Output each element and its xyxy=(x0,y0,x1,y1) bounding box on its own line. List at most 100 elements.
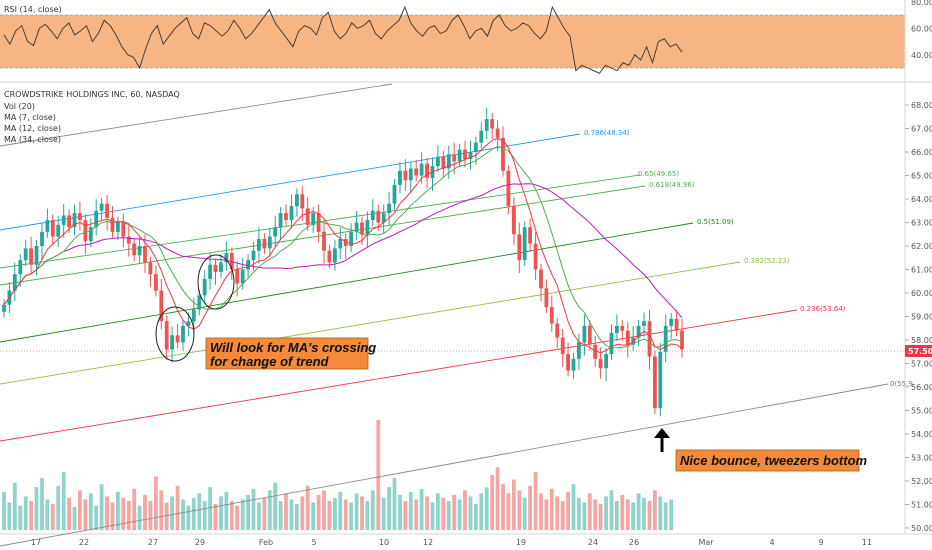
candle-body xyxy=(457,149,462,162)
volume-bar xyxy=(658,496,663,530)
candle-body xyxy=(208,264,212,279)
bounce-arrow xyxy=(654,428,670,452)
volume-bar xyxy=(273,482,278,530)
candle-body xyxy=(18,260,23,275)
volume-bar xyxy=(577,497,581,530)
fib-line-0382 xyxy=(0,261,741,385)
candle-body xyxy=(12,274,17,291)
volume-bar xyxy=(262,497,267,530)
candle-body xyxy=(620,325,625,331)
candle-body xyxy=(83,220,88,242)
volume-bar xyxy=(121,497,126,530)
price-tick-label: 51.00 xyxy=(911,501,932,510)
volume-bar xyxy=(669,499,674,530)
volume-bar xyxy=(208,487,212,530)
volume-bar xyxy=(419,488,424,531)
circle-1 xyxy=(155,306,195,362)
volume-bar xyxy=(436,493,440,530)
price-tick-label: 66.00 xyxy=(911,148,932,157)
volume-bar xyxy=(506,493,511,530)
volume-bar xyxy=(392,478,397,530)
note-ma-crossing-bg xyxy=(205,337,369,370)
candle-body xyxy=(257,239,261,251)
volume-bar xyxy=(45,499,50,530)
volume-bar xyxy=(56,485,61,530)
volume-bar xyxy=(528,485,532,530)
candle-body xyxy=(636,325,641,338)
candle-body xyxy=(175,335,180,343)
volume-bar xyxy=(181,499,185,530)
candle-body xyxy=(159,290,164,322)
candle-body xyxy=(441,156,446,169)
volume-bar xyxy=(544,499,549,530)
candle-body xyxy=(327,250,332,263)
volume-bar xyxy=(571,484,576,530)
volume-bar xyxy=(360,496,364,530)
volume-bar xyxy=(2,491,6,530)
volume-bar xyxy=(29,501,33,530)
candle-body xyxy=(305,208,310,225)
volume-bar xyxy=(12,482,17,530)
volume-bar xyxy=(598,504,603,530)
fib-label-0: 0(55.9 xyxy=(890,380,913,388)
note-ma-crossing-text: Will look for MA's crossing for change of… xyxy=(210,340,376,369)
fib-line-05 xyxy=(0,222,694,343)
volume-bar xyxy=(593,499,598,530)
volume-bar xyxy=(582,502,587,530)
volume-bar xyxy=(512,479,516,530)
candle-body xyxy=(593,344,598,359)
circle-2 xyxy=(197,254,235,310)
volume-bar xyxy=(224,491,229,530)
candle-body xyxy=(436,156,440,167)
volume-bar xyxy=(50,504,55,530)
rsi-pane: RSI (14, close) 80.00 60.00 40.00 xyxy=(0,0,932,83)
volume-bar xyxy=(408,491,413,530)
volume-bar xyxy=(468,496,473,530)
candle-body xyxy=(598,358,603,369)
volume-bar xyxy=(202,501,207,530)
candle-body xyxy=(647,321,652,357)
candle-body xyxy=(186,321,191,326)
candle-body xyxy=(45,220,50,232)
volume-bar xyxy=(132,488,137,531)
candle-body xyxy=(78,213,82,221)
time-tick-label: 4 xyxy=(769,538,774,547)
volume-bar xyxy=(116,491,120,530)
volume-bar xyxy=(154,476,158,530)
price-tick-label: 67.00 xyxy=(911,125,932,134)
candle-body xyxy=(387,203,391,214)
legend-ma34: MA (34, close) xyxy=(4,135,61,144)
trendlines xyxy=(0,83,905,547)
current-price-badge: 57.50 xyxy=(905,345,932,357)
candle-body xyxy=(669,318,674,326)
price-axis: 68.00 67.00 66.00 65.00 64.00 63.00 62.00 61.00… xyxy=(905,101,932,533)
highlight-circles xyxy=(155,254,235,362)
time-tick-label: 11 xyxy=(862,538,872,547)
time-tick-label: 5 xyxy=(311,538,316,547)
price-tick-label: 59.00 xyxy=(911,313,932,322)
volume-bar xyxy=(479,493,484,530)
volume-bar xyxy=(398,494,402,530)
candle-body xyxy=(224,253,229,263)
note-ma-crossing-line: Will look for MA's crossing xyxy=(210,340,376,355)
volume-bar xyxy=(289,499,294,530)
volume-bar xyxy=(609,490,614,530)
candle-body xyxy=(463,149,467,160)
legend-ma12: MA (12, close) xyxy=(4,124,61,133)
time-tick-label: 24 xyxy=(588,538,598,547)
candle-body xyxy=(29,248,33,265)
candle-body xyxy=(490,119,495,129)
volume-bar xyxy=(625,499,630,530)
candle-body xyxy=(349,231,353,246)
fib-label-0786: 0.786(48.34) xyxy=(584,129,630,137)
candle-body xyxy=(408,168,413,181)
candle-body xyxy=(577,342,581,359)
candle-body xyxy=(191,309,196,322)
time-tick-label: Feb xyxy=(259,538,273,547)
volume-bar xyxy=(300,496,305,530)
volume-bar xyxy=(631,502,636,530)
volume-bar xyxy=(18,505,23,530)
candle-body xyxy=(295,194,299,207)
